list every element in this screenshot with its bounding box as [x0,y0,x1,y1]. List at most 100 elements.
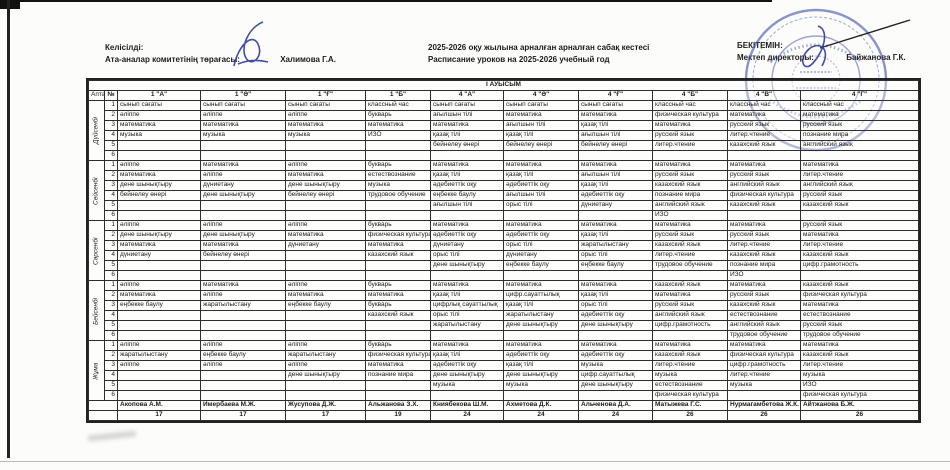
subject-cell: русский язык [800,320,919,331]
subject-cell: ИЗО [365,130,431,141]
subject-cell [365,140,431,151]
subject-cell: казахский язык [652,240,728,251]
empty-cell [88,410,118,421]
subject-cell: қазақ тілі [503,360,579,371]
subject-cell: музыка [200,130,286,141]
subject-cell: литер.чтение [800,240,919,251]
class-header: 4 "А" [430,90,504,101]
subject-cell: әліппе [285,160,366,171]
lesson-row: 3 әліппе әліппе әліппе математика әдебиеттік … [89,360,919,371]
subject-cell [285,310,366,321]
subject-cell: казахский язык [727,250,801,261]
subject-cell: орыс тілі [430,310,504,321]
subject-cell [800,150,919,161]
subject-cell: дүниетану [285,240,366,251]
lesson-row: 5 бейнелеу өнері бейнелеу өнері бейнелеу өн… [89,140,919,151]
subject-cell: дене шынықтыру [503,370,579,381]
subject-cell: жаратылыстану [578,240,653,251]
subject-cell: әліппе [200,170,286,181]
subject-cell: естествознание [800,310,919,321]
subject-cell [503,150,579,161]
subject-cell: математика [503,160,579,171]
timetable: І АУЫСЫМ Апта № 1 "А" 1 "Ә" 1 "Ғ" 1 "Б" 4 "А" 4 … [86,78,921,423]
lesson-row: 3 еңбекке баулу жаратылыстану еңбекке баулу… [89,300,919,311]
subject-cell: дене шынықтыру [200,230,286,241]
teacher-name: Альченова Д.А. [578,400,653,411]
subject-cell: математика [430,160,504,171]
subject-cell: ағылшын тілі [578,130,653,141]
subject-cell [117,200,201,211]
subject-cell: математика [578,340,653,351]
subject-cell: дене шынықтыру [285,370,366,381]
subject-cell: музыка [578,360,653,371]
subject-cell: қазақ тілі [578,230,653,241]
subject-cell: ағылшын тілі [578,170,653,181]
subject-cell: әліппе [285,280,366,291]
subject-cell: бейнелеу өнері [578,140,653,151]
subject-cell [503,390,579,401]
day-label: Жұма [88,340,105,401]
day-label: Сейсенбі [88,160,105,221]
subject-cell: еңбекке баулу [430,190,504,201]
lesson-row: 2 математика әліппе математика математика қаз… [89,290,919,301]
subject-cell: жаратылыстану [503,310,579,321]
lesson-number: 4 [104,310,118,321]
subject-cell: классный час [365,100,431,111]
subject-cell: русский язык [727,230,801,241]
subject-cell: сынып сағаты [117,100,201,111]
lesson-number: 3 [104,360,118,371]
subject-cell: казахский язык [800,350,919,361]
lesson-row: 5 музыка музыка дене шынықтыру естествознани… [89,380,919,391]
subject-cell [285,330,366,341]
subject-cell: музыка [285,130,366,141]
lesson-number: 1 [104,160,118,171]
subject-cell: казахский язык [727,200,801,211]
subject-cell [200,270,286,281]
teacher-name: Матыжева Г.С. [652,400,728,411]
subject-cell: математика [365,360,431,371]
subject-cell: естествознание [365,170,431,181]
subject-cell: музыка [727,380,801,391]
lesson-number: 5 [104,380,118,391]
subject-cell: орыс тілі [430,250,504,261]
subject-cell: жаратылыстану [200,300,286,311]
lesson-row: 3 математика математика дүниетану математика… [89,240,919,251]
agreed-label: Келісілді: [105,43,144,52]
subject-cell: бейнелеу өнері [117,190,201,201]
subject-cell: физическая культура [365,350,431,361]
subject-cell: әліппе [200,360,286,371]
subject-cell [200,380,286,391]
subject-cell [117,330,201,341]
lesson-number: 4 [104,190,118,201]
subject-cell: ИЗО [652,210,728,221]
subject-cell: английский язык [800,140,919,151]
weekly-hours-total: 26 [727,410,801,421]
empty-cell [88,400,118,411]
subject-cell [117,270,201,281]
subject-cell: трудовое обучение [652,260,728,271]
subject-cell: математика [117,290,201,301]
subject-cell [652,150,728,161]
subject-cell: математика [727,110,801,121]
subject-cell: казахский язык [652,280,728,291]
lesson-number: 3 [104,240,118,251]
weekly-hours-total: 17 [117,410,201,421]
subject-cell: әдебиеттік оқу [578,350,653,361]
subject-cell: физическая культура [652,110,728,121]
subject-cell: қазақ тілі [430,170,504,181]
subject-cell: математика [800,230,919,241]
subject-cell: трудовое обучение [800,330,919,341]
subject-cell [365,200,431,211]
subject-cell: музыка [117,130,201,141]
subject-cell: литер.чтение [727,240,801,251]
subject-cell [200,320,286,331]
lesson-number: 6 [104,210,118,221]
shift-band: І АУЫСЫМ [88,80,919,91]
weekly-hours-total: 17 [285,410,366,421]
subject-cell: познание мира [652,190,728,201]
subject-cell: классный час [727,100,801,111]
subject-cell: английский язык [652,310,728,321]
subject-cell: казахский язык [365,310,431,321]
subject-cell [430,150,504,161]
subject-cell: математика [200,280,286,291]
